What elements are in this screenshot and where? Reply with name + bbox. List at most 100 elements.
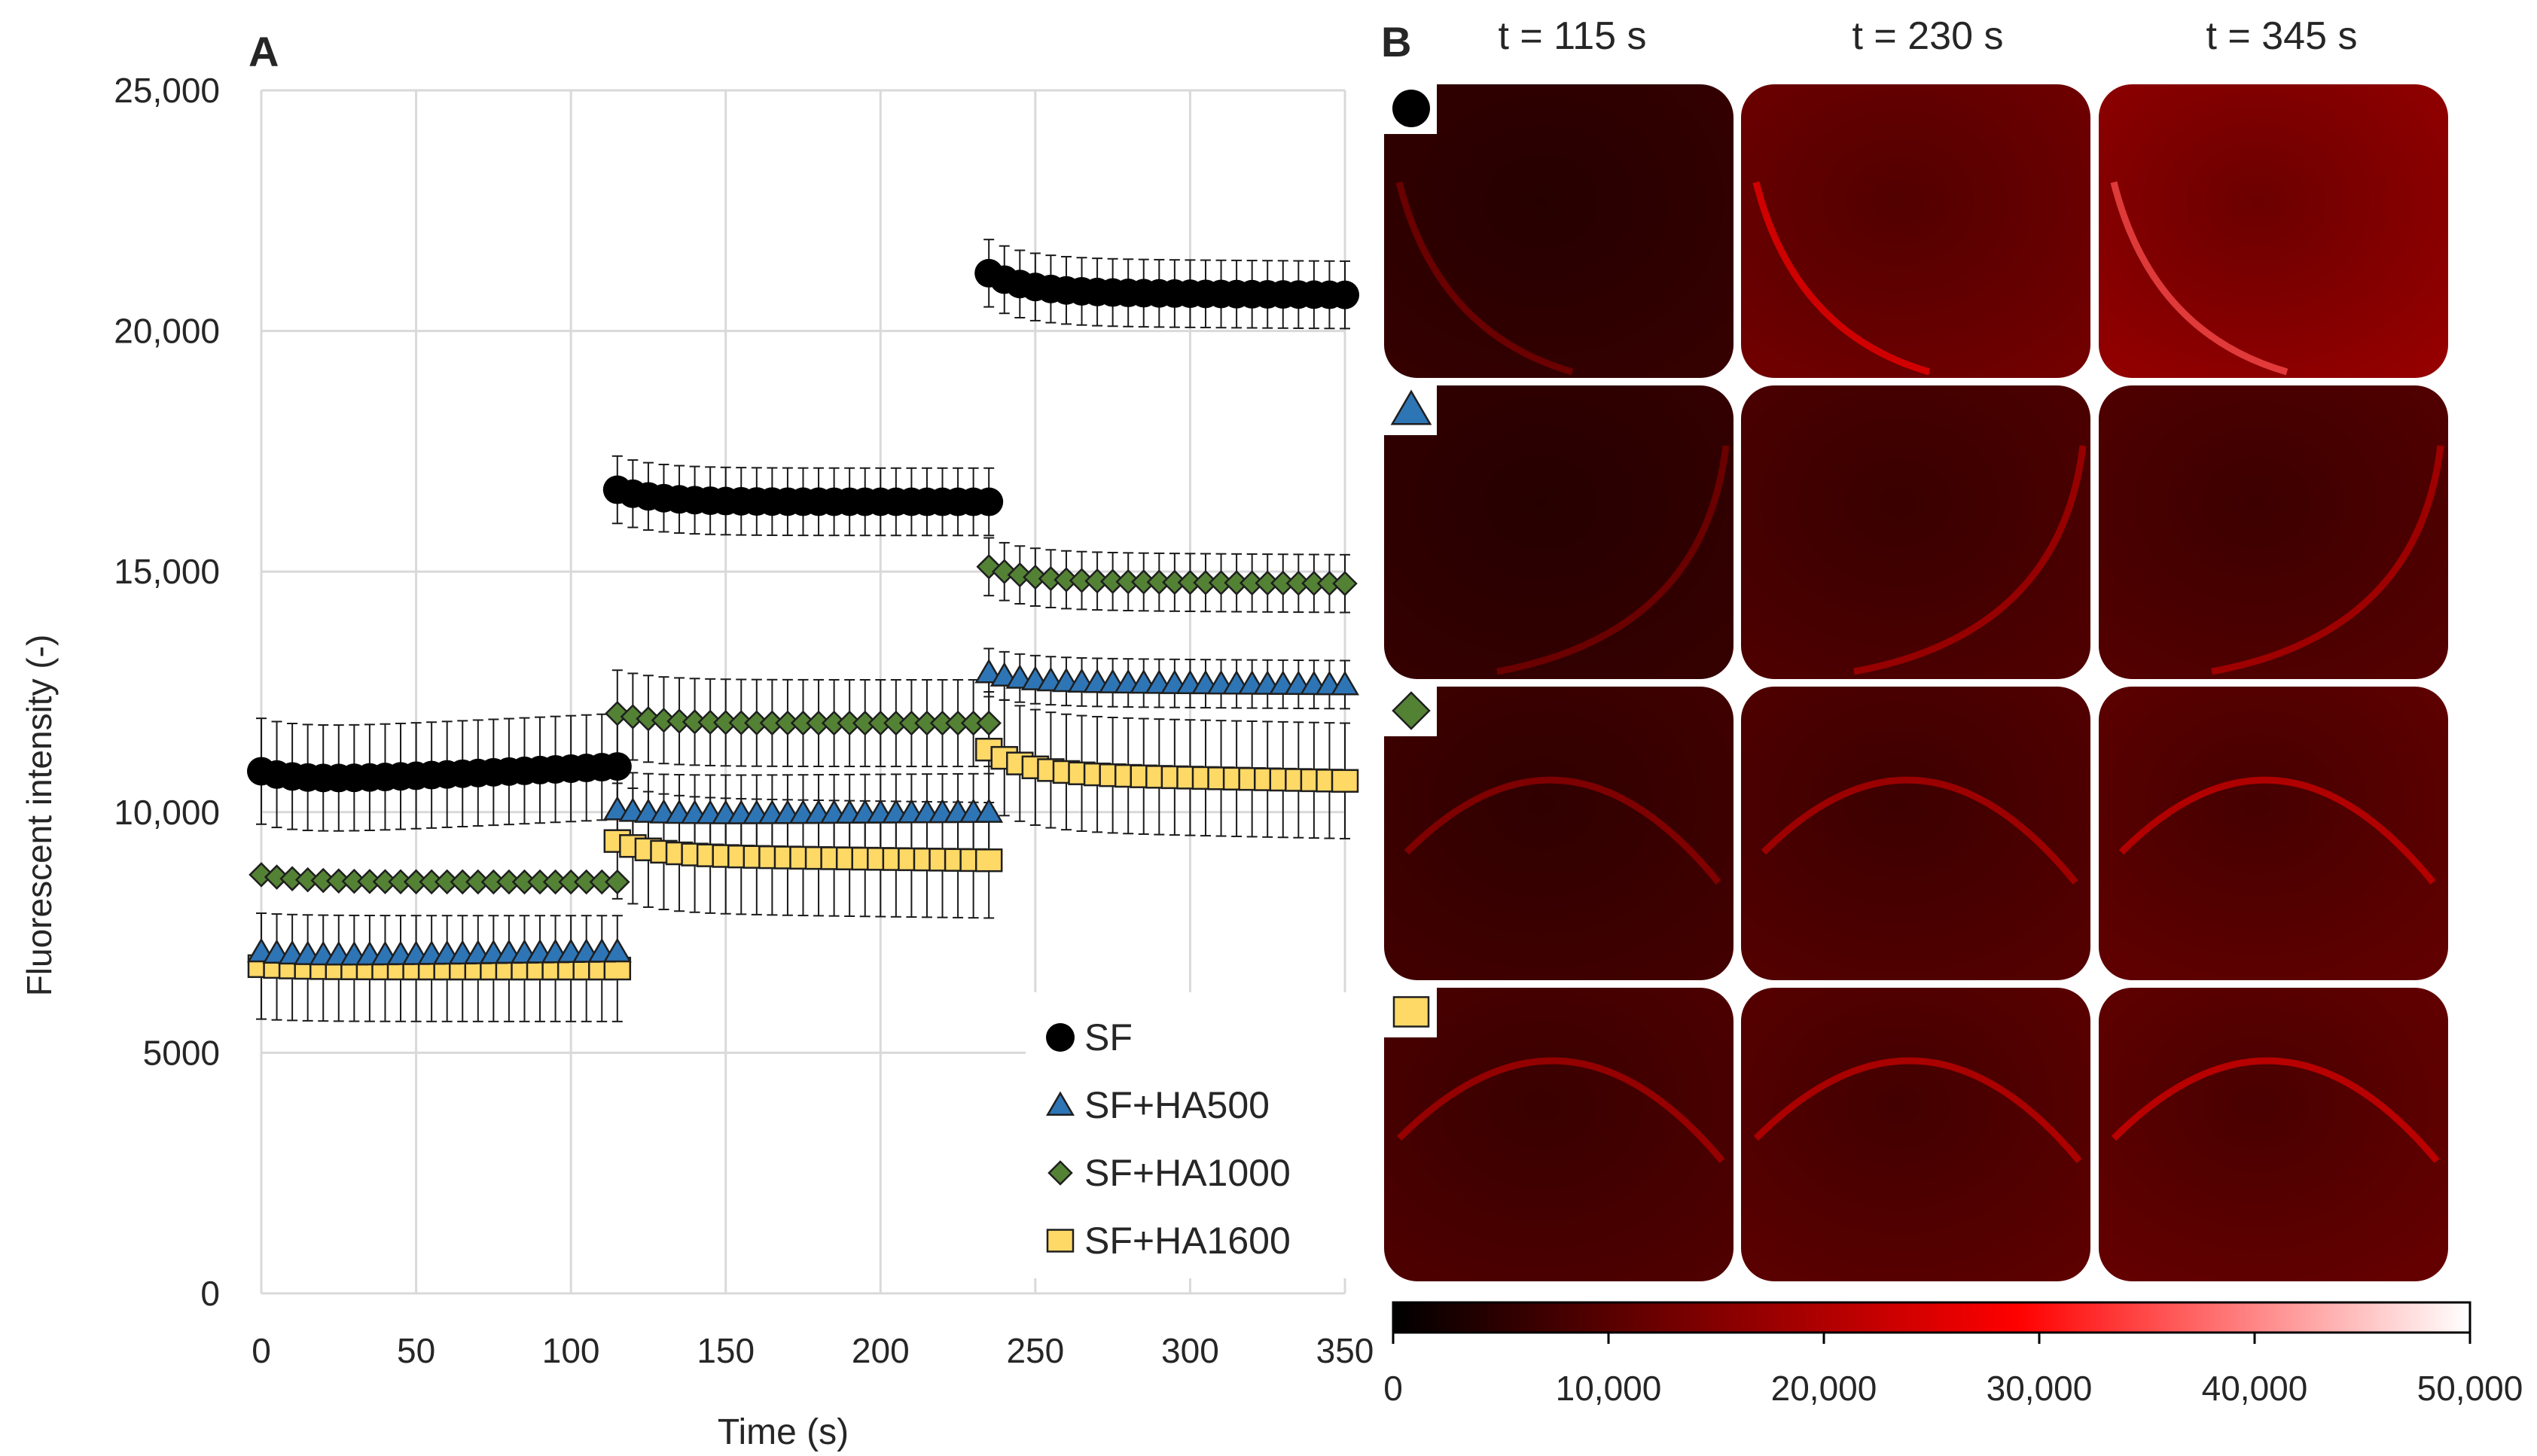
image-shading: [1384, 84, 1734, 378]
fluorescence-image-r3-c3: [2099, 687, 2448, 980]
legend-label-sf-ha1000: SF+HA1000: [1084, 1152, 1291, 1194]
droplet-edge: [1404, 776, 1721, 885]
point-sf-ha1600: [974, 848, 1003, 873]
point-sf-ha1000: [1007, 562, 1033, 588]
fluorescence-image-r2-c1: [1384, 385, 1734, 679]
droplet-edge: [1396, 1057, 1725, 1163]
image-shading: [2099, 84, 2448, 378]
y-tick-label: 5000: [143, 1033, 220, 1072]
point-sf: [974, 487, 1004, 516]
point-sf-ha500: [974, 658, 1004, 684]
chart-legend: SF SF+HA500 SF+HA1000 SF+HA1600: [1026, 992, 1349, 1278]
colorbar-ticks: 0 10,000 20,000 30,000 40,000 50,000: [1383, 1333, 2523, 1408]
point-sf: [602, 752, 632, 781]
image-shading: [1384, 687, 1734, 980]
point-sf-ha1600: [1331, 769, 1359, 793]
point-sf-ha500: [602, 937, 632, 963]
y-axis-ticks: 0 5000 10,000 15,000 20,000 25,000: [114, 71, 220, 1313]
droplet-edge: [1395, 181, 1574, 376]
x-tick-label: 300: [1161, 1331, 1219, 1370]
row-marker-square-icon: [1392, 996, 1430, 1028]
image-shading: [2099, 385, 2448, 679]
microscopy-image-grid: [1384, 84, 2448, 1281]
image-shading: [2099, 687, 2448, 980]
x-tick-label: 350: [1316, 1331, 1374, 1370]
legend-marker-sf-ha1600: [1046, 1229, 1075, 1253]
fluorescence-image-r4-c1: [1384, 988, 1734, 1281]
error-bars: [256, 239, 1350, 1022]
legend-marker-sf-ha500: [1046, 1091, 1075, 1116]
point-sf-ha1000: [249, 862, 274, 888]
colorbar-tick-label: 40,000: [2202, 1369, 2308, 1408]
chart-a: 0 5000 10,000 15,000 20,000 25,000 0 50 100 150 2…: [20, 71, 1374, 1452]
fluorescence-image-r2-c2: [1741, 385, 2090, 679]
image-shading: [1741, 84, 2090, 378]
colorbar-tick-label: 20,000: [1771, 1369, 1877, 1408]
colorbar-tick-label: 0: [1383, 1369, 1403, 1408]
y-tick-label: 20,000: [114, 312, 220, 351]
panel-b-label: B: [1381, 18, 1411, 65]
row-marker-icons: [1384, 81, 1437, 1037]
y-axis-label: Fluorescent intensity (-): [20, 635, 59, 997]
x-tick-label: 50: [397, 1331, 435, 1370]
point-sf-ha1000: [620, 704, 646, 730]
point-sf-ha1000: [1038, 565, 1064, 592]
fluorescence-image-r1-c2: [1741, 84, 2090, 378]
image-shading: [1741, 687, 2090, 980]
x-tick-label: 200: [852, 1331, 910, 1370]
image-shading: [2099, 988, 2448, 1281]
point-sf-ha1000: [605, 869, 630, 895]
panel-a-label: A: [249, 28, 279, 75]
x-tick-label: 250: [1006, 1331, 1064, 1370]
point-sf-ha1000: [1023, 564, 1048, 590]
row-marker-diamond-icon: [1392, 691, 1431, 730]
image-shading: [1741, 385, 2090, 679]
fluorescence-image-r1-c3: [2099, 84, 2448, 378]
point-sf-ha1000: [1332, 571, 1358, 596]
x-tick-label: 100: [542, 1331, 600, 1370]
x-axis-label: Time (s): [718, 1412, 849, 1452]
y-tick-label: 25,000: [114, 71, 220, 110]
x-axis-ticks: 0 50 100 150 200 250 300 350: [252, 1331, 1374, 1370]
point-sf-ha1000: [264, 864, 290, 890]
row-marker-triangle-icon: [1390, 389, 1432, 425]
legend-box: [1026, 992, 1349, 1278]
droplet-edge: [2110, 181, 2288, 376]
fluorescence-image-r3-c2: [1741, 687, 2090, 980]
column-header-230: t = 230 s: [1852, 14, 2004, 58]
point-sf-ha1000: [976, 710, 1002, 736]
droplet-edge: [2111, 1057, 2440, 1163]
point-sf-ha500: [1331, 670, 1359, 696]
point-sf-ha1000: [636, 706, 661, 732]
legend-label-sf-ha500: SF+HA500: [1084, 1084, 1270, 1126]
x-tick-label: 0: [252, 1331, 271, 1370]
point-sf-ha500: [974, 798, 1004, 823]
point-sf-ha1000: [651, 707, 677, 733]
colorbar-tick-label: 30,000: [1987, 1369, 2093, 1408]
droplet-edge: [1853, 445, 2087, 675]
droplet-edge: [1496, 445, 1730, 675]
y-tick-label: 15,000: [114, 552, 220, 591]
column-header-115: t = 115 s: [1498, 14, 1646, 58]
droplet-edge: [1752, 181, 1931, 376]
data-points: [247, 258, 1359, 981]
fluorescence-image-r3-c1: [1384, 687, 1734, 980]
legend-label-sf-ha1600: SF+HA1600: [1084, 1220, 1291, 1262]
legend-marker-sf: [1046, 1023, 1075, 1052]
point-sf: [1331, 280, 1359, 309]
fluorescence-image-r1-c1: [1384, 84, 1734, 378]
legend-label-sf: SF: [1084, 1016, 1133, 1058]
droplet-edge: [1753, 1057, 2082, 1163]
colorbar-tick-label: 50,000: [2417, 1369, 2523, 1408]
image-shading: [1741, 988, 2090, 1281]
fluorescence-image-r4-c2: [1741, 988, 2090, 1281]
fluorescence-image-r2-c3: [2099, 385, 2448, 679]
colorbar: 0 10,000 20,000 30,000 40,000 50,000: [1383, 1301, 2523, 1408]
y-tick-label: 0: [200, 1274, 220, 1313]
image-shading: [1384, 988, 1734, 1281]
y-tick-label: 10,000: [114, 793, 220, 832]
column-header-345: t = 345 s: [2206, 14, 2358, 58]
colorbar-gradient: [1392, 1301, 2471, 1334]
droplet-edge: [2211, 445, 2444, 675]
